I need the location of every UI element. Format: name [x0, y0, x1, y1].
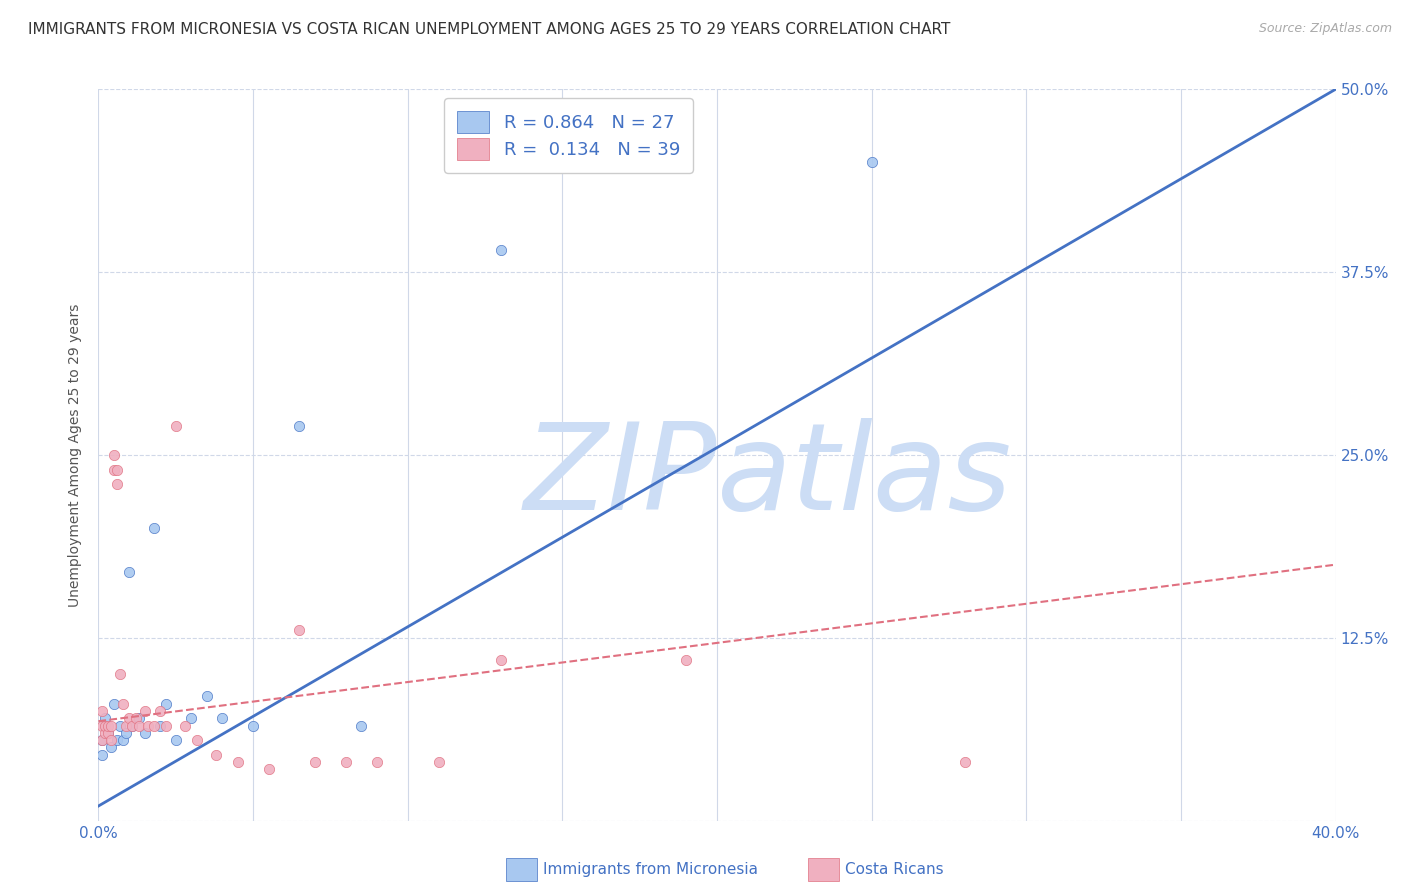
Legend: R = 0.864   N = 27, R =  0.134   N = 39: R = 0.864 N = 27, R = 0.134 N = 39 — [444, 98, 693, 173]
Point — [93, 726, 115, 740]
Point — [97, 726, 120, 740]
Point — [90, 704, 112, 718]
Point — [100, 733, 122, 747]
Point — [953, 755, 976, 769]
Point — [128, 718, 150, 732]
Point — [118, 565, 141, 579]
Point — [118, 711, 141, 725]
Point — [155, 718, 177, 732]
Point — [115, 718, 138, 732]
Text: Costa Ricans: Costa Ricans — [845, 863, 943, 877]
Point — [97, 718, 120, 732]
Point — [112, 697, 135, 711]
Point — [134, 726, 156, 740]
Point — [90, 718, 112, 732]
Point — [90, 733, 112, 747]
Point — [93, 718, 115, 732]
Point — [489, 653, 512, 667]
Point — [143, 718, 166, 732]
Point — [165, 733, 187, 747]
Point — [149, 718, 172, 732]
Y-axis label: Unemployment Among Ages 25 to 29 years: Unemployment Among Ages 25 to 29 years — [69, 303, 83, 607]
Point — [350, 718, 373, 732]
Point — [489, 243, 512, 257]
Point — [105, 733, 128, 747]
Point — [105, 462, 128, 476]
Point — [108, 718, 131, 732]
Point — [100, 718, 122, 732]
Point — [226, 755, 249, 769]
Point — [93, 718, 115, 732]
Point — [136, 718, 159, 732]
Point — [366, 755, 388, 769]
Point — [105, 477, 128, 491]
Point — [103, 448, 125, 462]
Point — [90, 733, 112, 747]
Point — [155, 697, 177, 711]
Point — [115, 726, 138, 740]
Text: atlas: atlas — [717, 418, 1012, 535]
Point — [90, 747, 112, 762]
Point — [134, 704, 156, 718]
Point — [97, 726, 120, 740]
Text: Source: ZipAtlas.com: Source: ZipAtlas.com — [1258, 22, 1392, 36]
Point — [93, 711, 115, 725]
Point — [121, 718, 143, 732]
Text: Immigrants from Micronesia: Immigrants from Micronesia — [543, 863, 758, 877]
Point — [108, 667, 131, 681]
Point — [149, 704, 172, 718]
Point — [205, 747, 228, 762]
Point — [242, 718, 264, 732]
Point — [121, 718, 143, 732]
Point — [675, 653, 697, 667]
Point — [165, 418, 187, 433]
Point — [304, 755, 326, 769]
Point — [257, 763, 280, 777]
Point — [180, 711, 202, 725]
Point — [195, 690, 218, 704]
Point — [211, 711, 233, 725]
Point — [103, 697, 125, 711]
Point — [186, 733, 208, 747]
Point — [860, 155, 883, 169]
Point — [103, 462, 125, 476]
Point — [128, 711, 150, 725]
Text: IMMIGRANTS FROM MICRONESIA VS COSTA RICAN UNEMPLOYMENT AMONG AGES 25 TO 29 YEARS: IMMIGRANTS FROM MICRONESIA VS COSTA RICA… — [28, 22, 950, 37]
Text: ZIP: ZIP — [523, 418, 717, 535]
Point — [335, 755, 357, 769]
Point — [174, 718, 197, 732]
Point — [288, 418, 311, 433]
Point — [427, 755, 450, 769]
Point — [143, 521, 166, 535]
Point — [100, 740, 122, 755]
Point — [112, 733, 135, 747]
Point — [124, 711, 146, 725]
Point — [288, 624, 311, 638]
